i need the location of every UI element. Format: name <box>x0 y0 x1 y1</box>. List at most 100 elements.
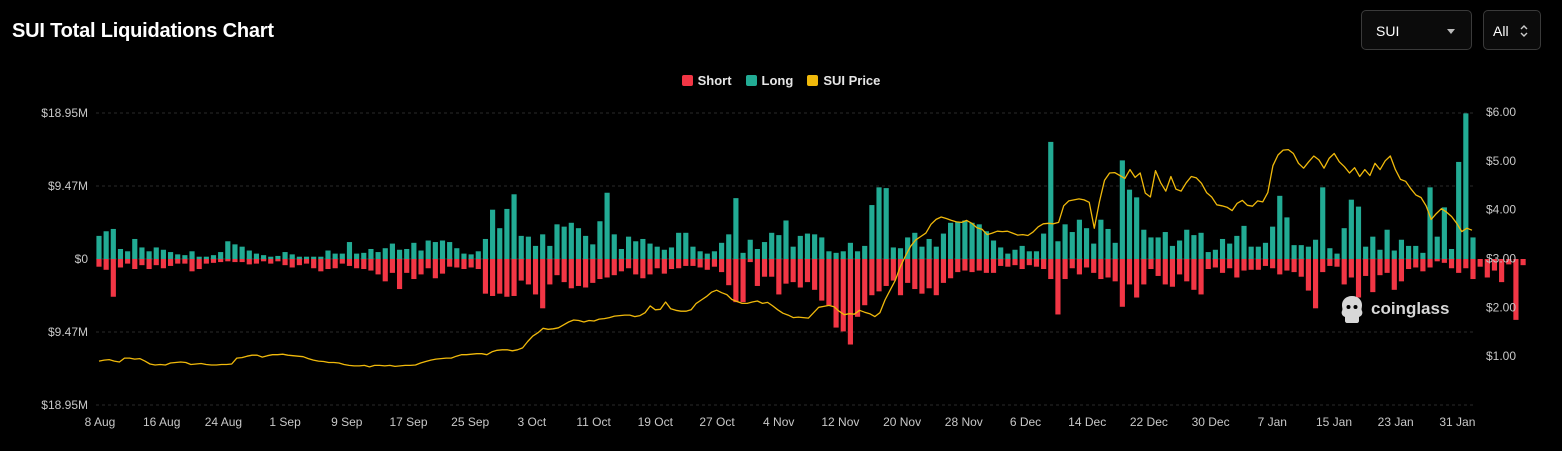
short-bar <box>761 259 768 277</box>
long-bar <box>804 233 811 259</box>
long-bar <box>1355 206 1362 259</box>
long-bar <box>883 188 889 259</box>
short-bar <box>912 259 918 290</box>
short-bar <box>268 259 274 264</box>
legend-item-long[interactable]: Long <box>745 73 793 88</box>
legend-item-short[interactable]: Short <box>681 73 732 88</box>
long-bar <box>876 187 882 259</box>
short-bar <box>439 259 446 274</box>
long-bar <box>468 254 474 259</box>
long-bar <box>125 251 131 259</box>
x-tick-label: 8 Aug <box>85 415 116 429</box>
x-tick-label: 3 Oct <box>518 415 547 429</box>
short-bar <box>1520 259 1526 266</box>
short-bar <box>1062 259 1068 280</box>
long-bar <box>139 247 145 259</box>
short-bar <box>1348 259 1354 278</box>
range-select-value: All <box>1493 23 1509 39</box>
short-bar <box>647 259 653 275</box>
short-bar <box>812 259 818 290</box>
long-bar <box>854 251 861 259</box>
short-bar <box>990 259 997 273</box>
short-bar <box>1406 259 1412 270</box>
long-bar <box>1041 233 1047 259</box>
short-bar <box>590 259 596 283</box>
long-bar <box>1391 250 1397 259</box>
long-bar <box>189 251 195 259</box>
page-title: SUI Total Liquidations Chart <box>12 20 274 42</box>
short-bar <box>1456 259 1462 273</box>
y-left-tick-label: $9.47M <box>48 179 88 193</box>
short-bar <box>525 259 531 285</box>
long-bar <box>525 236 531 259</box>
long-bar <box>683 232 689 259</box>
long-bar <box>275 255 281 259</box>
long-bar <box>389 243 395 259</box>
short-bar <box>239 259 245 263</box>
long-bar <box>1398 239 1405 259</box>
x-tick-label: 1 Sep <box>269 415 301 429</box>
short-bar <box>948 259 954 279</box>
long-bar <box>146 251 152 259</box>
short-bar <box>447 259 453 267</box>
short-bar <box>511 259 517 296</box>
long-bar <box>783 220 789 259</box>
long-bar <box>1184 229 1190 259</box>
long-bar <box>847 242 853 259</box>
long-bar <box>1098 219 1104 259</box>
short-bar <box>554 259 560 276</box>
short-bar <box>683 259 689 266</box>
y-right-tick-label: $5.00 <box>1486 154 1516 168</box>
short-bar <box>1198 259 1204 295</box>
long-bar <box>940 233 947 259</box>
range-select[interactable]: All <box>1483 10 1541 50</box>
x-tick-label: 11 Oct <box>576 415 611 429</box>
short-bar <box>654 259 660 269</box>
x-tick-label: 24 Aug <box>205 415 242 429</box>
long-bar <box>1262 242 1269 259</box>
long-bar <box>926 238 932 259</box>
short-bar <box>1098 259 1104 280</box>
short-bar <box>998 259 1004 266</box>
short-bar <box>182 259 188 264</box>
short-bar <box>1441 259 1447 263</box>
long-bar <box>432 242 438 259</box>
short-bar <box>625 259 632 269</box>
long-bar <box>697 251 703 259</box>
long-bar <box>110 228 116 259</box>
short-bar <box>389 259 395 273</box>
long-bar <box>339 253 345 259</box>
long-bar <box>1048 141 1054 259</box>
long-bar <box>1191 235 1197 259</box>
short-bar <box>1026 259 1032 266</box>
long-bar <box>1298 245 1304 259</box>
long-bar <box>332 253 338 259</box>
short-bar <box>461 259 467 270</box>
short-bar <box>261 259 267 262</box>
short-bar <box>733 259 739 303</box>
short-bar <box>1470 259 1476 280</box>
short-bar <box>1184 259 1190 282</box>
symbol-select[interactable]: SUI <box>1361 10 1472 50</box>
short-bar <box>1305 259 1311 291</box>
short-bar <box>1019 259 1025 270</box>
short-bar <box>1255 259 1261 270</box>
long-bar <box>955 222 961 259</box>
short-bar <box>1413 259 1419 268</box>
long-bar <box>203 256 209 259</box>
short-bar <box>919 259 925 294</box>
long-bar <box>1463 113 1469 259</box>
long-bar <box>1241 225 1247 259</box>
short-bar <box>1005 259 1011 267</box>
long-bar <box>962 220 968 259</box>
short-bar <box>475 259 481 270</box>
long-bar <box>790 246 796 259</box>
long-bar <box>969 222 975 259</box>
short-bar <box>797 259 803 288</box>
x-tick-label: 6 Dec <box>1010 415 1041 429</box>
short-bar <box>1219 259 1226 273</box>
long-bar <box>461 253 467 259</box>
coinglass-logo-icon <box>1341 296 1363 323</box>
legend-item-price[interactable]: SUI Price <box>807 73 880 88</box>
short-bar <box>1513 259 1519 320</box>
